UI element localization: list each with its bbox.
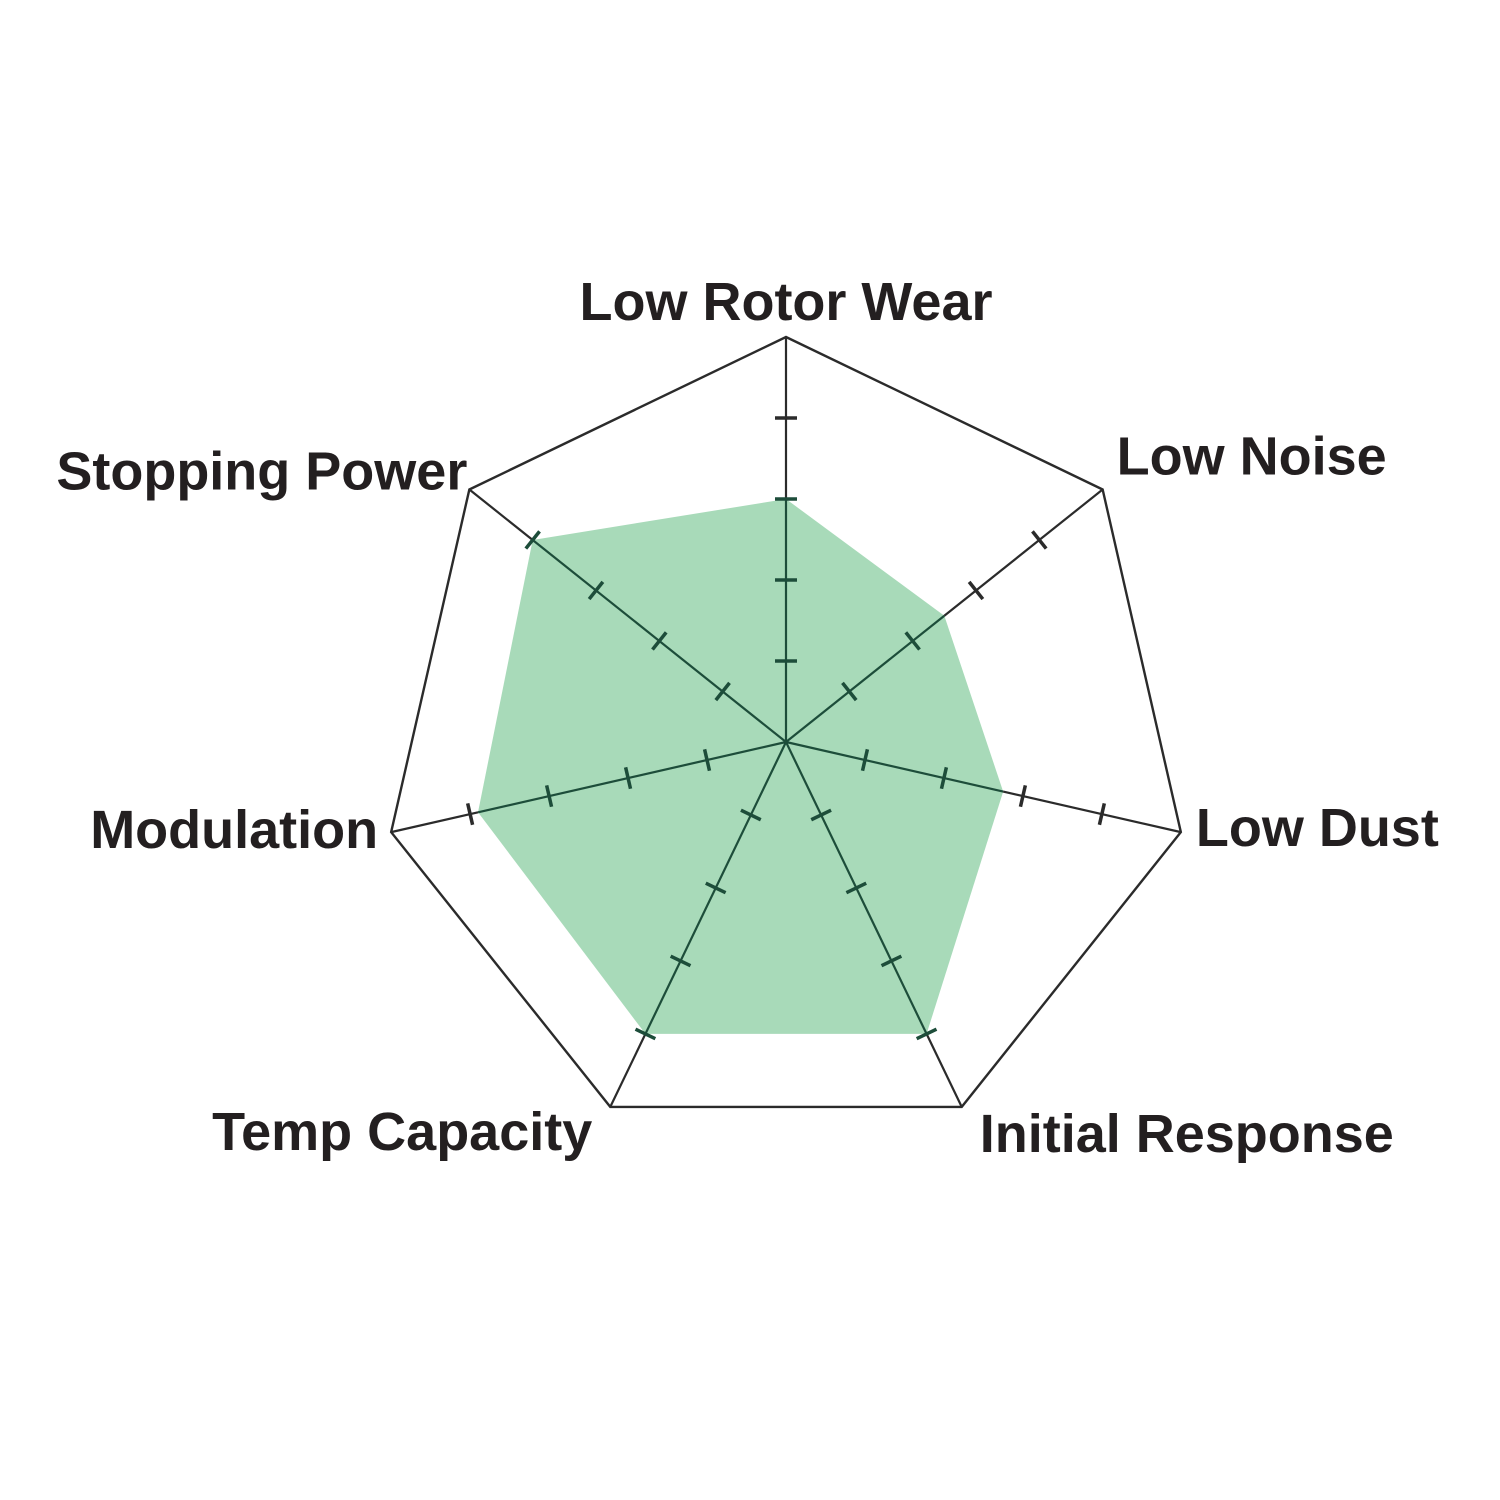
svg-text:Stopping Power: Stopping Power	[56, 441, 467, 501]
svg-text:Low Dust: Low Dust	[1196, 798, 1439, 858]
svg-text:Modulation: Modulation	[90, 800, 378, 860]
svg-text:Low Rotor Wear: Low Rotor Wear	[579, 272, 992, 332]
svg-text:Temp Capacity: Temp Capacity	[212, 1102, 592, 1162]
svg-text:Low Noise: Low Noise	[1117, 426, 1387, 486]
svg-text:Initial Response: Initial Response	[980, 1104, 1394, 1164]
